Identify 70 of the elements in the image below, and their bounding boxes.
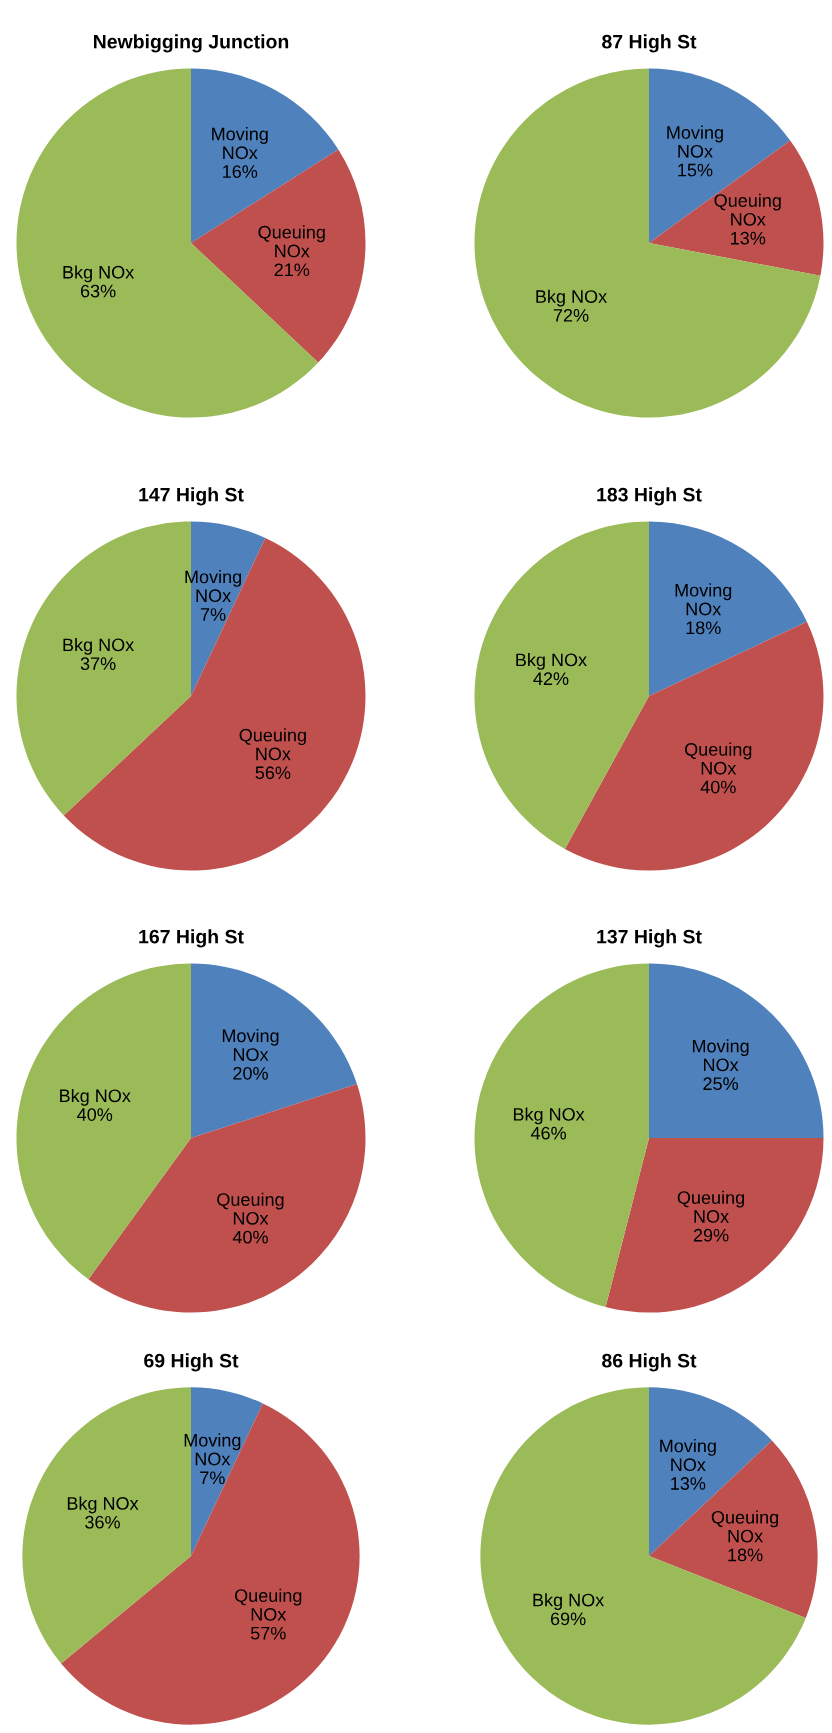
data-label: 40% (700, 780, 736, 794)
pie-slice (649, 68, 791, 243)
chart-title: 137 High St (597, 929, 702, 948)
slice-label: Bkg NOx (516, 653, 587, 670)
pie-slice (16, 963, 191, 1280)
chart-title: 183 High St (597, 487, 702, 506)
data-label: 46% (530, 1126, 567, 1140)
slice-label: Bkg NOx (536, 289, 607, 307)
chart-title: 69 High St (144, 1353, 239, 1372)
data-label: 16% (223, 165, 258, 178)
chart-title: 87 High St (602, 34, 697, 53)
data-label: 57% (250, 1626, 286, 1640)
pie-slice (649, 1440, 818, 1619)
data-label: 7% (200, 608, 226, 621)
slice-label: Bkg NOx (513, 1107, 585, 1125)
slice-label: Moving NOx (660, 1439, 716, 1472)
data-label: 25% (703, 1077, 738, 1091)
slice-label: Queuing NOx (711, 1510, 779, 1543)
chart-title: 86 High St (602, 1353, 697, 1372)
data-label: 29% (693, 1228, 729, 1242)
data-label: 7% (200, 1471, 225, 1485)
pie-slice (191, 68, 339, 243)
pie-slice (63, 538, 366, 871)
slice-label: Queuing NOx (235, 1588, 302, 1621)
slice-label: Bkg NOx (63, 637, 135, 655)
slice-label: Moving NOx (185, 570, 242, 603)
data-label: 56% (255, 766, 291, 780)
slice-label: Moving NOx (184, 1433, 241, 1466)
data-label: 21% (274, 263, 310, 277)
data-label: 40% (77, 1108, 113, 1121)
slice-label: Moving NOx (667, 125, 723, 158)
chart-title: Newbigging Junction (94, 34, 289, 53)
data-label: 15% (678, 163, 713, 177)
data-label: 63% (80, 284, 116, 298)
data-label: 69% (550, 1612, 586, 1626)
pie-slice (61, 1403, 360, 1725)
slice-label: Moving NOx (212, 127, 268, 160)
data-label: 42% (533, 672, 569, 685)
data-label: 18% (686, 621, 721, 635)
pie-slice (649, 963, 824, 1138)
slice-label: Bkg NOx (60, 1088, 131, 1106)
chart-title: 167 High St (139, 929, 244, 948)
slice-label: Bkg NOx (533, 1593, 605, 1610)
slice-label: Moving NOx (222, 1028, 279, 1061)
pie-slice (474, 521, 649, 849)
slice-label: Queuing NOx (239, 728, 306, 761)
data-label: 72% (553, 308, 589, 322)
slice-label: Bkg NOx (63, 265, 135, 283)
pie-slice (474, 963, 649, 1308)
slice-label: Queuing NOx (714, 193, 781, 226)
chart-title: 147 High St (139, 487, 244, 506)
slice-label: Queuing NOx (677, 1190, 745, 1223)
slice-label: Queuing NOx (685, 742, 752, 775)
data-label: 37% (80, 657, 116, 671)
pie-slice (474, 68, 821, 418)
data-label: 13% (731, 231, 766, 245)
slice-label: Moving NOx (675, 583, 732, 616)
data-label: 40% (232, 1230, 268, 1244)
data-label: 20% (233, 1066, 268, 1080)
slice-label: Bkg NOx (67, 1496, 139, 1514)
slice-label: Queuing NOx (258, 225, 325, 258)
pie-slice (480, 1387, 806, 1725)
pie-slice (605, 1138, 824, 1313)
slice-label: Moving NOx (692, 1039, 749, 1072)
pie-slice (649, 521, 807, 696)
data-label: 36% (85, 1515, 120, 1529)
data-label: 13% (671, 1477, 706, 1490)
slice-label: Queuing NOx (217, 1192, 284, 1225)
pie-slice (191, 963, 357, 1138)
data-label: 18% (728, 1548, 763, 1562)
